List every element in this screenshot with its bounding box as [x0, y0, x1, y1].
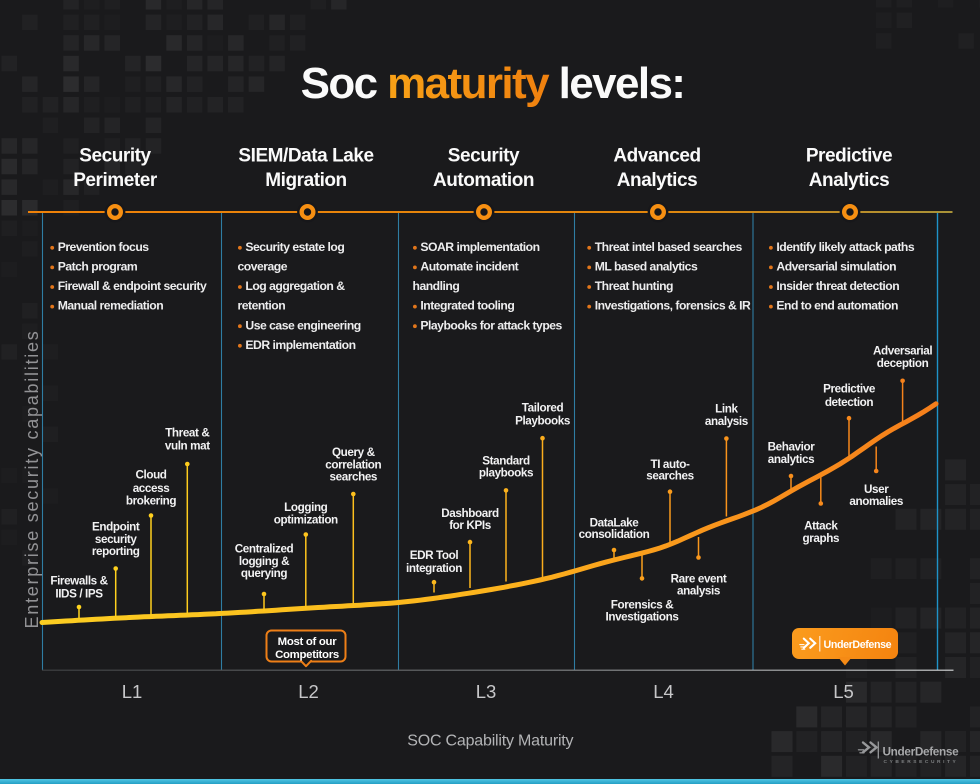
- svg-text:anomalies: anomalies: [849, 495, 903, 508]
- svg-text:retention: retention: [238, 299, 286, 313]
- svg-text:Playbooks: Playbooks: [515, 415, 571, 428]
- svg-text:Analytics: Analytics: [617, 170, 697, 191]
- svg-text:Logging: Logging: [284, 501, 328, 514]
- svg-text:searches: searches: [646, 469, 694, 482]
- svg-text:L5: L5: [833, 681, 854, 702]
- svg-text:Adversarial simulation: Adversarial simulation: [776, 260, 896, 274]
- svg-text:Security estate log: Security estate log: [245, 240, 344, 254]
- svg-text:User: User: [864, 483, 889, 496]
- svg-text:L1: L1: [122, 681, 143, 702]
- svg-text:integration: integration: [406, 562, 462, 575]
- svg-text:SOAR implementation: SOAR implementation: [420, 240, 539, 254]
- svg-text:detection: detection: [825, 396, 874, 409]
- svg-text:Manual remediation: Manual remediation: [58, 299, 164, 313]
- svg-text:L4: L4: [653, 681, 674, 702]
- svg-text:L3: L3: [476, 681, 497, 702]
- svg-text:Migration: Migration: [265, 170, 346, 191]
- svg-text:Predictive: Predictive: [823, 383, 876, 396]
- svg-text:Forensics &: Forensics &: [611, 598, 674, 611]
- svg-text:Identify likely attack paths: Identify likely attack paths: [776, 240, 914, 254]
- svg-text:CYBERSECURITY: CYBERSECURITY: [884, 759, 959, 765]
- svg-text:Patch program: Patch program: [58, 260, 138, 274]
- svg-text:EDR implementation: EDR implementation: [245, 338, 355, 352]
- svg-text:handling: handling: [413, 279, 460, 293]
- svg-text:Enterprise security capabiliti: Enterprise security capabilities: [22, 329, 42, 628]
- svg-text:querying: querying: [241, 567, 287, 580]
- svg-text:for KPIs: for KPIs: [449, 519, 492, 532]
- svg-text:Adversarial: Adversarial: [873, 344, 932, 357]
- svg-text:Playbooks for attack types: Playbooks for attack types: [420, 318, 562, 332]
- svg-text:Integrated tooling: Integrated tooling: [420, 299, 514, 313]
- svg-text:optimization: optimization: [274, 513, 338, 526]
- svg-text:Log aggregation &: Log aggregation &: [245, 279, 345, 293]
- svg-text:TI auto-: TI auto-: [651, 458, 691, 471]
- svg-text:graphs: graphs: [803, 532, 840, 545]
- svg-text:Attack: Attack: [804, 519, 838, 532]
- svg-text:Firewalls &: Firewalls &: [50, 574, 108, 587]
- svg-text:security: security: [95, 533, 138, 546]
- svg-text:SIEM/Data Lake: SIEM/Data Lake: [238, 146, 373, 167]
- svg-text:vuln mat: vuln mat: [165, 439, 210, 452]
- svg-text:correlation: correlation: [325, 459, 381, 472]
- svg-text:consolidation: consolidation: [579, 528, 650, 541]
- svg-text:L2: L2: [298, 681, 319, 702]
- svg-text:Investigations, forensics & IR: Investigations, forensics & IR: [595, 299, 751, 313]
- svg-text:Insider threat detection: Insider threat detection: [776, 279, 899, 293]
- svg-text:IIDS / IPS: IIDS / IPS: [55, 587, 103, 600]
- svg-text:Advanced: Advanced: [613, 146, 700, 167]
- svg-text:deception: deception: [877, 357, 929, 370]
- svg-text:Rare event: Rare event: [671, 573, 727, 586]
- svg-text:DataLake: DataLake: [590, 517, 640, 530]
- svg-text:logging &: logging &: [239, 555, 290, 568]
- svg-text:Threat intel based searches: Threat intel based searches: [595, 240, 743, 254]
- svg-text:Threat &: Threat &: [165, 426, 210, 439]
- svg-text:Use case engineering: Use case engineering: [245, 318, 360, 332]
- svg-text:coverage: coverage: [238, 260, 288, 274]
- svg-text:access: access: [133, 482, 171, 495]
- svg-text:UnderDefense: UnderDefense: [824, 639, 892, 651]
- svg-text:Standard: Standard: [482, 455, 530, 468]
- svg-text:UnderDefense: UnderDefense: [883, 745, 960, 759]
- svg-text:searches: searches: [330, 471, 378, 484]
- svg-text:Endpoint: Endpoint: [92, 520, 140, 533]
- svg-text:Query &: Query &: [332, 446, 376, 459]
- svg-text:Security: Security: [448, 146, 520, 167]
- svg-text:Soc maturity levels:: Soc maturity levels:: [301, 59, 685, 108]
- svg-text:Investigations: Investigations: [606, 610, 680, 623]
- svg-text:Behavior: Behavior: [768, 441, 816, 454]
- svg-text:Firewall & endpoint security: Firewall & endpoint security: [58, 279, 207, 293]
- svg-text:analysis: analysis: [705, 415, 749, 428]
- svg-text:Tailored: Tailored: [522, 402, 564, 415]
- svg-text:SOC Capability Maturity: SOC Capability Maturity: [407, 733, 573, 750]
- svg-text:analysis: analysis: [677, 584, 721, 597]
- svg-text:ML based analytics: ML based analytics: [595, 260, 698, 274]
- svg-text:Predictive: Predictive: [806, 146, 892, 167]
- svg-text:playbooks: playbooks: [479, 467, 534, 480]
- svg-text:analytics: analytics: [768, 453, 815, 466]
- svg-text:Most of our: Most of our: [278, 636, 338, 648]
- svg-text:Analytics: Analytics: [809, 170, 889, 191]
- svg-text:EDR Tool: EDR Tool: [410, 549, 459, 562]
- svg-text:Cloud: Cloud: [135, 469, 166, 482]
- svg-text:brokering: brokering: [126, 494, 177, 507]
- svg-text:Centralized: Centralized: [235, 542, 294, 555]
- svg-text:Threat hunting: Threat hunting: [595, 279, 673, 293]
- svg-text:reporting: reporting: [92, 545, 140, 558]
- svg-text:Competitors: Competitors: [275, 649, 339, 661]
- svg-text:Link: Link: [715, 403, 738, 416]
- svg-text:Dashboard: Dashboard: [441, 507, 499, 520]
- svg-text:Security: Security: [79, 146, 151, 167]
- svg-text:Prevention focus: Prevention focus: [58, 240, 150, 254]
- svg-text:End to end automation: End to end automation: [776, 299, 898, 313]
- svg-text:Perimeter: Perimeter: [73, 170, 158, 191]
- svg-text:Automation: Automation: [433, 170, 534, 191]
- svg-text:Automate incident: Automate incident: [420, 260, 518, 274]
